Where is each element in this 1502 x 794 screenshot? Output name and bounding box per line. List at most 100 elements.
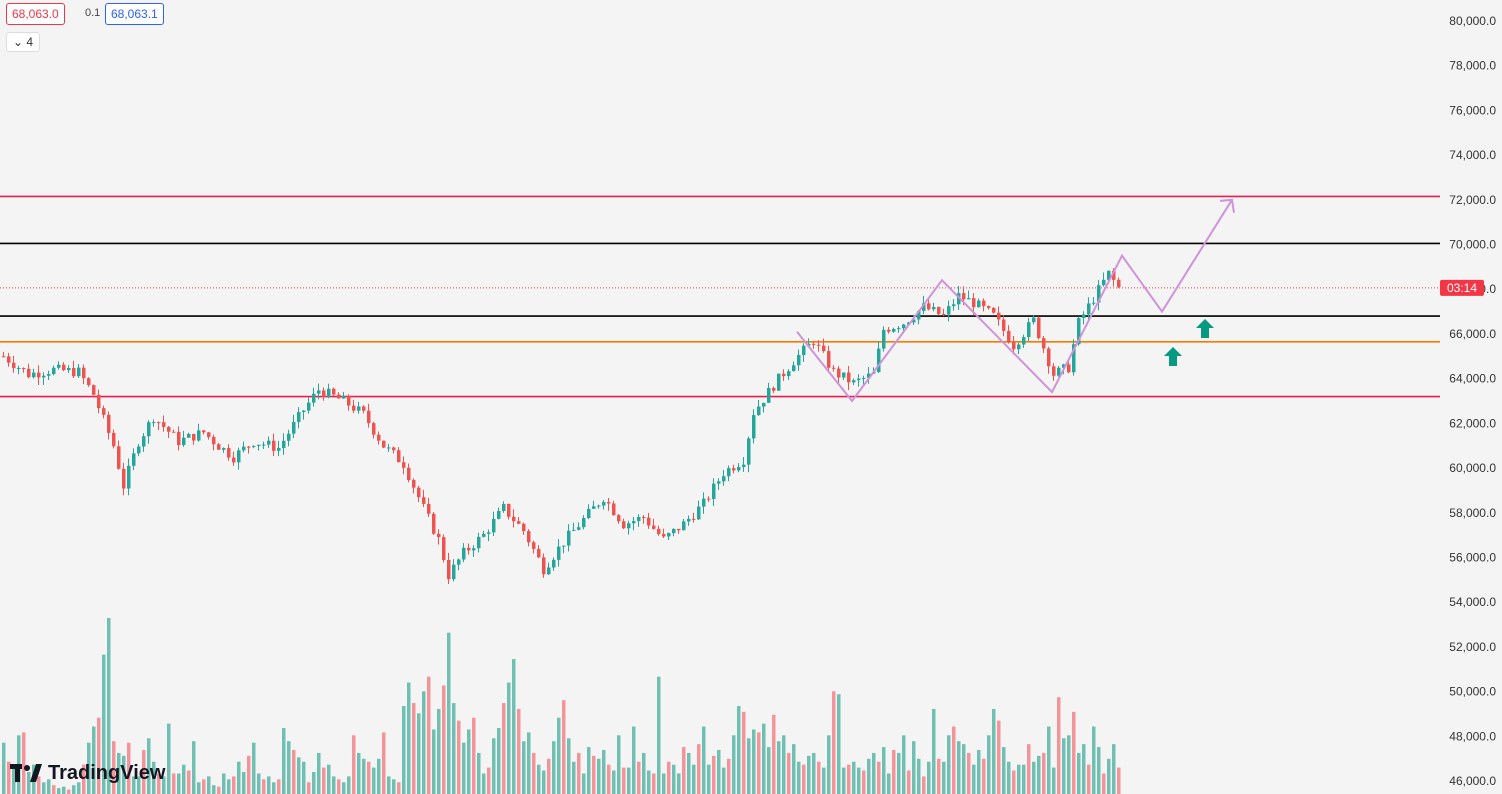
y-axis-tick: 80,000.0 — [1449, 14, 1496, 28]
candle-body — [837, 368, 841, 378]
up-arrow-icon — [1164, 347, 1182, 366]
volume-bar — [1032, 761, 1036, 794]
candle-body — [237, 450, 241, 463]
candle-body — [857, 378, 861, 381]
volume-bar — [1062, 738, 1066, 794]
volume-bar — [602, 750, 606, 794]
candle-body — [92, 385, 96, 395]
volume-bar — [877, 761, 881, 794]
candle-body — [832, 367, 836, 369]
volume-bar — [382, 732, 386, 794]
volume-bar — [892, 750, 896, 794]
tradingview-logo[interactable]: TradingView — [10, 760, 165, 786]
volume-bar — [347, 776, 351, 794]
volume-bar — [697, 744, 701, 794]
candle-body — [387, 447, 391, 449]
volume-bar — [1097, 747, 1101, 794]
volume-bar — [517, 708, 521, 794]
indicator-count: 4 — [26, 35, 34, 49]
candle-body — [1032, 317, 1036, 323]
candle-body — [272, 440, 276, 451]
buy-price-badge[interactable]: 68,063.1 — [105, 3, 164, 25]
y-axis-tick: 56,000.0 — [1449, 550, 1496, 564]
candle-body — [292, 421, 296, 434]
volume-bar — [632, 726, 636, 794]
candle-body — [592, 506, 596, 509]
volume-bar — [312, 772, 316, 794]
candle-body — [537, 548, 541, 558]
candle-body — [107, 414, 111, 433]
candle-body — [807, 343, 811, 346]
volume-bar — [992, 708, 996, 794]
volume-bar — [622, 767, 626, 794]
candle-body — [202, 430, 206, 433]
candle-body — [977, 300, 981, 308]
candle-body — [962, 293, 966, 300]
volume-bar — [997, 720, 1001, 794]
volume-bar — [472, 717, 476, 794]
candle-body — [897, 328, 901, 330]
candle-body — [577, 527, 581, 530]
candle-body — [1112, 270, 1116, 280]
volume-bar — [627, 767, 631, 794]
y-axis-tick: 66,000.0 — [1449, 327, 1496, 341]
candle-body — [1082, 314, 1086, 319]
volume-bar — [332, 776, 336, 794]
candle-body — [992, 308, 996, 313]
volume-bar — [317, 752, 321, 794]
volume-bar — [157, 773, 161, 794]
volume-bar — [112, 741, 116, 794]
logo-text: TradingView — [48, 761, 166, 784]
volume-bar — [1117, 767, 1121, 794]
sell-price-badge[interactable]: 68,063.0 — [6, 3, 65, 25]
candle-body — [262, 444, 266, 446]
y-axis-tick: 76,000.0 — [1449, 103, 1496, 117]
candle-body — [327, 388, 331, 398]
candle-body — [252, 445, 256, 447]
candle-body — [792, 365, 796, 372]
volume-bar — [752, 729, 756, 794]
candle-body — [242, 446, 246, 451]
volume-bar — [647, 770, 651, 794]
candle-body — [1042, 338, 1046, 349]
volume-bar — [482, 773, 486, 794]
candle-body — [687, 518, 691, 522]
volume-bar — [777, 741, 781, 794]
volume-bar — [542, 770, 546, 794]
candle-body — [467, 547, 471, 551]
candle-body — [322, 390, 326, 398]
volume-bar — [567, 738, 571, 794]
volume-bar — [597, 758, 601, 794]
volume-bar — [432, 729, 436, 794]
volume-bar — [852, 761, 856, 794]
volume-bar — [62, 786, 66, 794]
volume-bar — [522, 741, 526, 794]
volume-bar — [142, 750, 146, 794]
candle-body — [607, 502, 611, 504]
candle-body — [367, 410, 371, 424]
candle-body — [1022, 337, 1026, 345]
volume-bar — [92, 726, 96, 794]
candle-body — [1007, 330, 1011, 343]
candle-body — [487, 532, 491, 534]
volume-bar — [342, 782, 346, 794]
volume-bar — [1102, 773, 1106, 794]
volume-bar — [352, 735, 356, 794]
candle-body — [902, 324, 906, 329]
candle-body — [892, 328, 896, 332]
y-axis-tick: 54,000.0 — [1449, 595, 1496, 609]
candle-body — [267, 440, 271, 445]
volume-bar — [22, 732, 26, 794]
candle-body — [227, 448, 231, 458]
volume-bar — [452, 703, 456, 794]
volume-bar — [932, 708, 936, 794]
volume-bar — [257, 773, 261, 794]
volume-bar — [922, 776, 926, 794]
volume-bar — [637, 761, 641, 794]
candle-body — [1052, 366, 1056, 376]
y-axis-tick: 62,000.0 — [1449, 416, 1496, 430]
indicators-toggle[interactable]: ⌄ 4 — [6, 32, 41, 52]
candle-body — [612, 503, 616, 516]
